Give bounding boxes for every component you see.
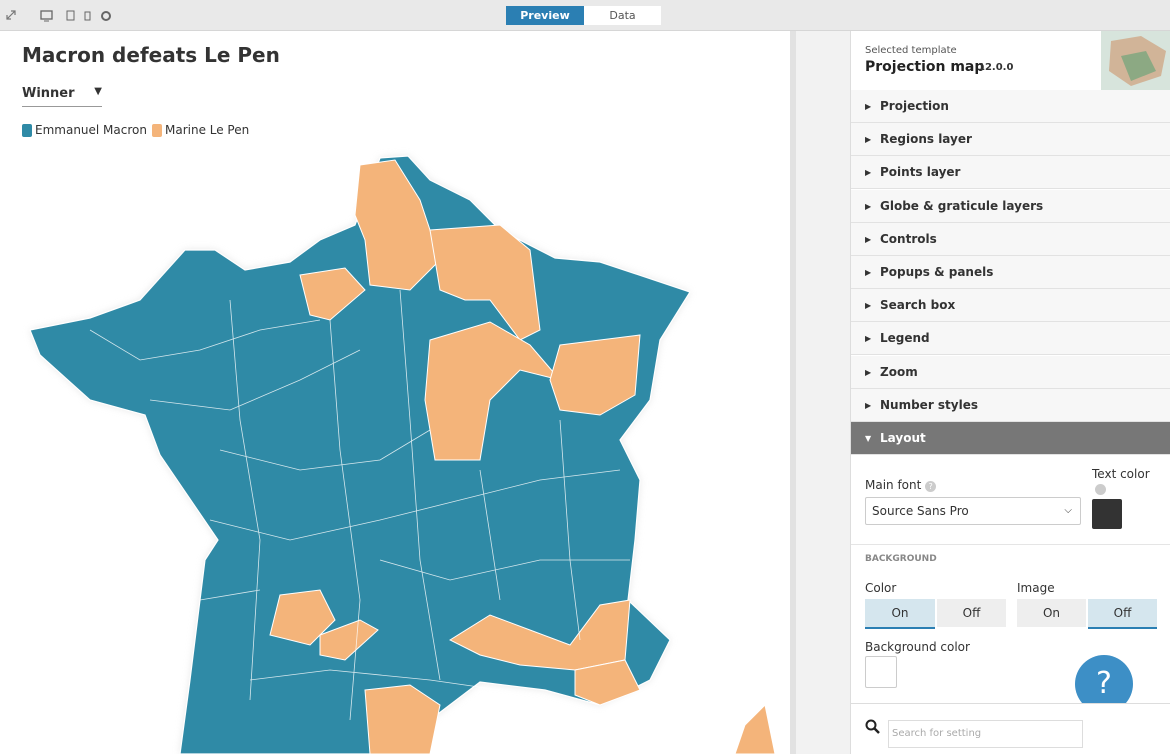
preview-tab[interactable]: Preview (506, 6, 584, 25)
legend: Emmanuel Macron Marine Le Pen (22, 123, 249, 137)
section-title: Layout (880, 431, 926, 445)
font-select[interactable]: Source Sans Pro ⌵ (865, 497, 1081, 525)
field-label: Color (865, 581, 897, 595)
section-row[interactable]: ▶ Projection (851, 90, 1170, 123)
toggle-off[interactable]: Off (1088, 599, 1157, 629)
section-title: Points layer (880, 165, 961, 180)
field-label: Image (1017, 581, 1055, 595)
section-title: Number styles (880, 397, 979, 412)
section-title: Controls (880, 231, 937, 246)
search-icon (865, 719, 880, 734)
section-row[interactable]: ▶ Number styles (851, 388, 1170, 422)
toggle-on[interactable]: On (1017, 599, 1086, 627)
section-row[interactable]: ▶ Legend (851, 322, 1170, 356)
section-row[interactable]: ▶ Globe & graticule layers (851, 189, 1170, 223)
legend-item: Emmanuel Macron (35, 123, 147, 137)
section-row[interactable]: ▶ Zoom (851, 355, 1170, 389)
dropdown-label: Winner (22, 86, 75, 101)
section-row[interactable]: ▶ Popups & panels (851, 256, 1170, 289)
section-title: Zoom (880, 364, 918, 379)
field-label: Text color (1092, 467, 1150, 481)
device-icons (6, 10, 111, 22)
preview-pane: Macron defeats Le Pen Winner ▼ Emmanuel … (0, 31, 790, 754)
search-bar: Search for setting (851, 703, 1170, 754)
top-toolbar: Preview Data (0, 0, 1170, 31)
field-label: Background color (865, 640, 970, 654)
open-section[interactable]: ▼ Layout (851, 422, 1170, 455)
toggle-on[interactable]: On (865, 599, 935, 629)
section-title: Projection (880, 99, 949, 113)
search-input[interactable]: Search for setting (888, 720, 1083, 748)
section-title: Search box (880, 298, 956, 313)
section-title: Popups & panels (880, 265, 994, 279)
map-title: Macron defeats Le Pen (22, 43, 280, 67)
section-row[interactable]: ▶ Regions layer (851, 123, 1170, 157)
data-tab[interactable]: Data (584, 6, 661, 25)
background-color-swatch[interactable] (865, 656, 897, 688)
section-heading: BACKGROUND (865, 554, 937, 564)
text-color-swatch[interactable] (1092, 499, 1122, 529)
template-version: 12.0.0 (978, 62, 1014, 73)
field-label: Main font ? (865, 478, 937, 492)
toggle-off[interactable]: Off (937, 599, 1006, 627)
section-row[interactable]: ▶ Points layer (851, 156, 1170, 190)
select-value: Source Sans Pro (872, 504, 969, 518)
section-row[interactable]: ▶ Controls (851, 222, 1170, 256)
template-name: Projection map (865, 59, 985, 75)
settings-panel: Selected template Projection map 12.0.0 … (850, 31, 1170, 754)
section-title: Regions layer (880, 132, 972, 147)
winner-dropdown[interactable]: Winner ▼ (22, 86, 102, 107)
section-title: Legend (880, 331, 930, 346)
template-header: Selected template Projection map 12.0.0 (851, 31, 1170, 91)
legend-item: Marine Le Pen (164, 123, 250, 137)
resize-gutter[interactable] (790, 31, 850, 754)
template-thumbnail (1101, 31, 1170, 90)
section-title: Globe & graticule layers (880, 198, 1044, 213)
section-row[interactable]: ▶ Search box (851, 289, 1170, 323)
france-map (29, 155, 776, 754)
label-text: Main font (865, 478, 922, 492)
template-label: Selected template (865, 45, 957, 56)
